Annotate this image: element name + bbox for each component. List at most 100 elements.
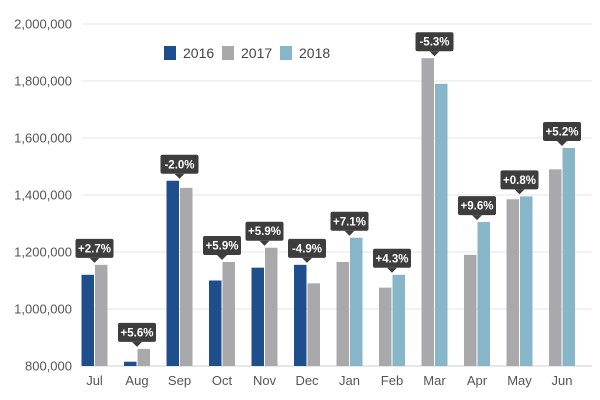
callout-label: +5.2% bbox=[546, 126, 579, 138]
callout-pointer bbox=[259, 240, 270, 246]
callout-pointer bbox=[429, 51, 440, 57]
callout-pointer bbox=[302, 257, 312, 263]
callout: +2.7% bbox=[75, 238, 114, 263]
legend-swatch-2016 bbox=[164, 46, 176, 60]
callout-box bbox=[203, 235, 241, 255]
legend-swatch-2018 bbox=[280, 46, 292, 60]
callout-label: +4.3% bbox=[376, 253, 409, 265]
x-tick-label: Jan bbox=[339, 373, 360, 388]
callout-box bbox=[288, 238, 326, 258]
x-tick-label: Mar bbox=[423, 373, 446, 388]
bar-2017-feb bbox=[379, 287, 392, 366]
bar-2018-may bbox=[520, 196, 533, 366]
callout-label: +5.9% bbox=[248, 226, 281, 238]
callout-box bbox=[118, 322, 156, 342]
legend-label-2018: 2018 bbox=[299, 45, 330, 61]
callout: +5.2% bbox=[543, 121, 581, 146]
callout-label: +7.1% bbox=[333, 216, 366, 228]
legend-swatch-2017 bbox=[222, 46, 234, 60]
x-tick-label: May bbox=[507, 373, 532, 388]
y-axis-ticks: 800,000 1,000,000 1,200,000 1,400,000 1,600,… bbox=[14, 17, 72, 374]
bar-2016-aug bbox=[124, 361, 137, 366]
callout-label: +5.9% bbox=[206, 240, 239, 252]
callout-pointer bbox=[472, 215, 482, 221]
callout-pointer bbox=[132, 341, 142, 347]
y-tick-label: 2,000,000 bbox=[14, 17, 72, 32]
callout: +4.3% bbox=[373, 248, 411, 273]
x-tick-label: Nov bbox=[253, 373, 277, 388]
callout-label: +0.8% bbox=[503, 175, 536, 187]
callout-box bbox=[500, 170, 539, 190]
y-tick-label: 800,000 bbox=[25, 359, 72, 374]
y-tick-label: 1,000,000 bbox=[14, 302, 72, 317]
bar-2017-mar bbox=[421, 58, 434, 366]
callout: +5.6% bbox=[118, 322, 156, 347]
callout-label: -4.9% bbox=[292, 243, 322, 255]
bar-2016-nov bbox=[251, 267, 264, 366]
x-axis-ticks: Jul Aug Sep Oct Nov Dec Jan Feb Mar Apr May Jun bbox=[86, 373, 572, 388]
bar-2018-feb bbox=[392, 274, 405, 366]
legend-label-2016: 2016 bbox=[183, 45, 214, 61]
x-tick-label: Dec bbox=[295, 373, 319, 388]
callout-box bbox=[415, 32, 454, 52]
callout: +9.6% bbox=[458, 196, 496, 221]
change-callouts: +2.7% +5.6% -2.0% +5.9% +5.9% -4.9% +7.1% +4.3%… bbox=[75, 32, 581, 347]
callout-box bbox=[160, 154, 199, 174]
callout-pointer bbox=[217, 254, 227, 260]
callout: +0.8% bbox=[500, 170, 539, 195]
callout-box bbox=[458, 196, 496, 216]
x-tick-label: Oct bbox=[212, 373, 233, 388]
bar-2017-oct bbox=[222, 261, 235, 366]
bar-2017-nov bbox=[265, 247, 278, 366]
bar-2018-apr bbox=[477, 222, 490, 366]
bar-2016-jul bbox=[81, 274, 94, 366]
callout-box bbox=[373, 248, 411, 268]
callout: +5.9% bbox=[203, 235, 241, 260]
callout-pointer bbox=[514, 189, 525, 195]
callout-label: +9.6% bbox=[461, 201, 494, 213]
x-tick-label: Aug bbox=[125, 373, 148, 388]
y-tick-label: 1,800,000 bbox=[14, 74, 72, 89]
callout-label: +5.6% bbox=[121, 327, 154, 339]
callout-box bbox=[245, 221, 284, 241]
callout-pointer bbox=[174, 173, 185, 179]
bar-2017-sep bbox=[180, 187, 193, 366]
callout: +7.1% bbox=[330, 211, 369, 236]
callout: -4.9% bbox=[288, 238, 326, 263]
x-tick-label: Sep bbox=[168, 373, 191, 388]
callout: +5.9% bbox=[245, 221, 284, 246]
bar-2017-jun bbox=[549, 169, 562, 366]
callout-pointer bbox=[387, 267, 397, 273]
x-tick-label: Feb bbox=[381, 373, 403, 388]
callout: -2.0% bbox=[160, 154, 199, 179]
legend: 2016 2017 2018 bbox=[164, 45, 330, 61]
legend-label-2017: 2017 bbox=[241, 45, 272, 61]
bar-2017-apr bbox=[464, 254, 477, 366]
callout-box bbox=[543, 121, 581, 141]
y-tick-label: 1,200,000 bbox=[14, 245, 72, 260]
bar-2016-oct bbox=[209, 280, 222, 366]
bars bbox=[81, 58, 575, 366]
bar-2017-may bbox=[506, 199, 519, 366]
callout-pointer bbox=[344, 230, 355, 236]
bar-2017-dec bbox=[307, 283, 320, 366]
y-tick-label: 1,400,000 bbox=[14, 188, 72, 203]
callout-box bbox=[75, 238, 114, 258]
x-tick-label: Jun bbox=[552, 373, 573, 388]
callout-pointer bbox=[557, 140, 567, 146]
bar-2017-aug bbox=[137, 348, 150, 366]
bar-2017-jan bbox=[336, 261, 349, 366]
callout-pointer bbox=[89, 257, 100, 263]
callout-label: +2.7% bbox=[78, 243, 111, 255]
bar-2018-mar bbox=[435, 83, 448, 366]
bar-2018-jun bbox=[562, 147, 575, 366]
callout: -5.3% bbox=[415, 32, 454, 57]
bar-2016-sep bbox=[166, 180, 179, 366]
x-tick-label: Apr bbox=[467, 373, 488, 388]
x-tick-label: Jul bbox=[86, 373, 103, 388]
y-tick-label: 1,600,000 bbox=[14, 131, 72, 146]
callout-label: -2.0% bbox=[164, 159, 194, 171]
bar-2016-dec bbox=[294, 264, 307, 366]
callout-box bbox=[330, 211, 369, 231]
